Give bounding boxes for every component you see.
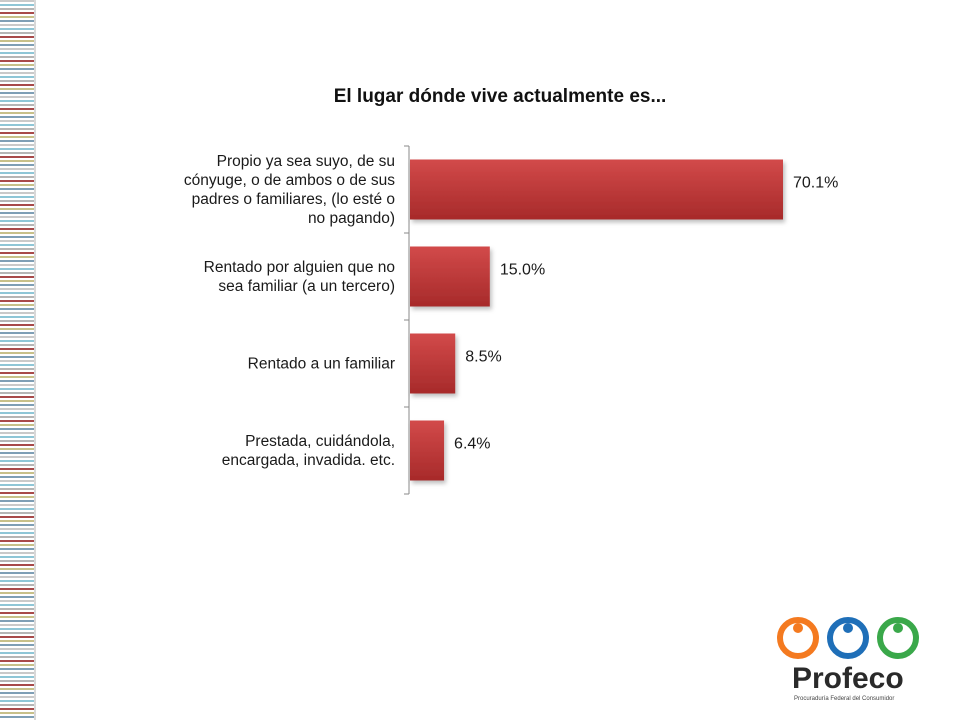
category-label-line: padres o familiares, (lo esté o (192, 191, 395, 208)
bar-1 (410, 159, 783, 220)
category-label-line: Prestada, cuidándola, (245, 433, 395, 450)
decorative-left-stripe (0, 0, 36, 720)
chart-title: El lugar dónde vive actualmente es... (333, 86, 667, 107)
value-label-1: 70.1% (793, 175, 838, 192)
bar-3 (410, 333, 456, 394)
value-label-3: 8.5% (465, 349, 501, 366)
category-label-line: encargada, invadida. etc. (222, 452, 395, 469)
value-label-4: 6.4% (454, 436, 490, 453)
category-label-line: sea familiar (a un tercero) (218, 278, 395, 295)
bar-2 (410, 246, 490, 307)
profeco-logo: Profeco Procuraduría Federal del Consumi… (768, 614, 938, 706)
category-label-2: Rentado por alguien que no sea familiar (… (204, 259, 395, 295)
category-label-4: Prestada, cuidándola, encargada, invadida… (222, 433, 395, 469)
category-label-line: no pagando) (308, 210, 395, 227)
category-label-3: Rentado a un familiar (248, 356, 395, 373)
category-label-1: Propio ya sea suyo, de su cónyuge, o de a… (184, 153, 395, 227)
profeco-wordmark: Profeco (792, 662, 904, 695)
bar-4 (410, 420, 445, 481)
category-label-line: Rentado por alguien que no (204, 259, 395, 276)
value-label-2: 15.0% (500, 262, 545, 279)
profeco-subtitle: Procuraduría Federal del Consumidor (794, 696, 895, 702)
category-label-line: Propio ya sea suyo, de su (217, 153, 395, 170)
profeco-figures-icon (777, 617, 919, 659)
category-label-line: Rentado a un familiar (248, 356, 395, 373)
category-label-line: cónyuge, o de ambos o de sus (184, 172, 395, 189)
